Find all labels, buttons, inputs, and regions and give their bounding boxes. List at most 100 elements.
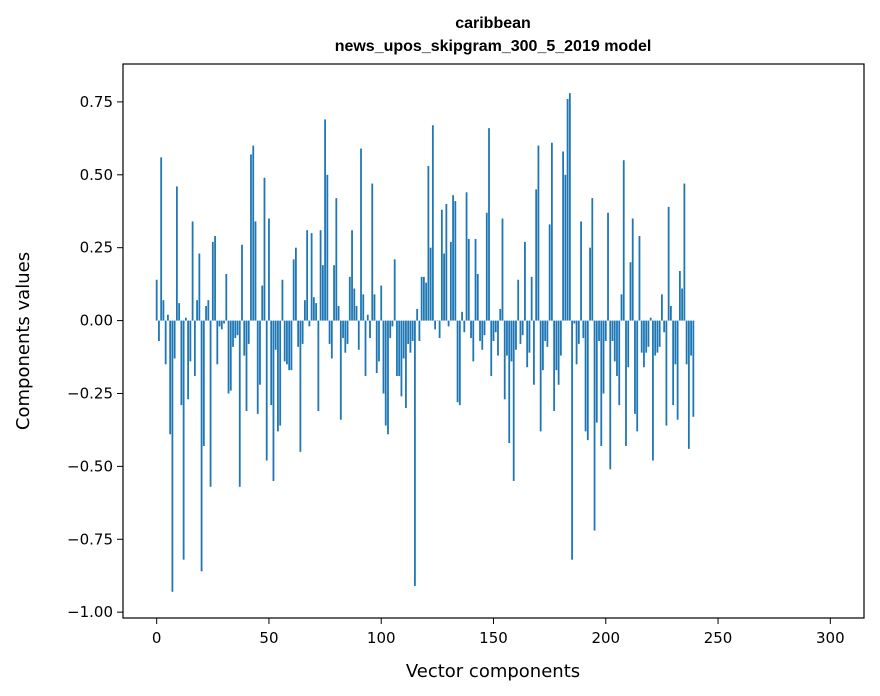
bar-component-228 — [667, 206, 670, 321]
bar-component-135 — [458, 320, 461, 406]
bar-component-83 — [342, 320, 344, 339]
bar-component-152 — [497, 320, 499, 356]
bar-component-2 — [160, 157, 163, 321]
bar-component-26 — [214, 236, 216, 321]
bar-component-174 — [546, 320, 549, 347]
bar-component-88 — [353, 288, 356, 321]
bar-component-212 — [631, 218, 634, 321]
bar-component-39 — [243, 320, 246, 356]
bar-component-71 — [315, 303, 318, 321]
bar-component-129 — [445, 203, 448, 321]
bar-component-167 — [530, 276, 533, 321]
bar-component-193 — [589, 247, 591, 321]
bar-component-90 — [357, 320, 360, 350]
bar-component-27 — [216, 320, 219, 365]
bar-component-218 — [645, 320, 648, 353]
bar-component-142 — [474, 238, 477, 321]
bar-component-121 — [427, 166, 430, 321]
bar-component-55 — [279, 320, 282, 426]
bar-component-106 — [393, 259, 396, 321]
bar-component-197 — [598, 320, 600, 341]
bar-component-146 — [483, 320, 486, 336]
bar-component-170 — [537, 145, 540, 321]
bar-component-163 — [521, 320, 524, 336]
bar-component-117 — [418, 320, 421, 341]
x-tick-label: 250 — [704, 629, 733, 647]
bar-component-9 — [175, 186, 178, 321]
bar-component-144 — [479, 320, 481, 341]
bar-component-235 — [683, 183, 686, 321]
bar-component-225 — [661, 294, 663, 321]
y-tick-label: −0.75 — [67, 530, 113, 548]
y-axis-label: Components values — [13, 252, 34, 430]
bar-component-73 — [319, 230, 322, 321]
bar-component-16 — [191, 221, 194, 321]
bar-component-95 — [369, 320, 371, 339]
bars-group — [155, 93, 695, 592]
bar-component-108 — [398, 320, 401, 376]
bar-component-158 — [510, 320, 513, 362]
bar-component-32 — [227, 320, 230, 394]
bar-component-113 — [409, 320, 412, 353]
bar-component-54 — [277, 320, 279, 432]
bar-component-201 — [607, 212, 609, 321]
bar-component-216 — [640, 320, 643, 353]
bar-component-56 — [281, 279, 284, 321]
bar-component-210 — [627, 320, 630, 368]
bar-component-195 — [593, 320, 596, 531]
bar-component-147 — [485, 212, 488, 321]
bar-component-80 — [335, 198, 338, 321]
bar-component-175 — [548, 224, 551, 321]
x-tick-label: 150 — [479, 629, 508, 647]
bar-component-179 — [557, 320, 560, 385]
bar-component-153 — [499, 308, 502, 321]
bar-component-237 — [687, 320, 690, 449]
bar-component-78 — [330, 320, 333, 359]
bar-component-122 — [429, 247, 432, 321]
bar-component-226 — [663, 320, 666, 333]
bar-component-64 — [299, 320, 302, 452]
bar-component-10 — [178, 303, 181, 321]
bar-component-192 — [586, 320, 589, 441]
bar-component-47 — [261, 285, 264, 321]
y-tick-label: 0.75 — [80, 93, 113, 111]
bar-component-164 — [524, 241, 526, 321]
bar-component-74 — [321, 265, 324, 321]
bar-component-86 — [348, 276, 351, 321]
bar-component-29 — [220, 320, 223, 330]
bar-component-68 — [308, 320, 311, 327]
bar-component-31 — [225, 273, 228, 321]
bar-component-145 — [481, 320, 484, 350]
bar-component-45 — [256, 320, 259, 414]
bar-component-157 — [508, 320, 511, 444]
bar-component-107 — [396, 320, 398, 376]
bar-component-65 — [301, 320, 304, 344]
bar-component-40 — [245, 320, 248, 411]
bar-component-141 — [472, 320, 475, 362]
bar-component-20 — [200, 320, 203, 572]
bar-component-14 — [187, 320, 190, 400]
bar-component-66 — [303, 300, 306, 321]
bar-component-35 — [234, 320, 237, 339]
bar-component-151 — [494, 320, 497, 333]
bar-component-110 — [402, 320, 405, 359]
bar-component-134 — [456, 320, 459, 403]
y-tick-label: −0.25 — [67, 384, 113, 402]
bar-component-176 — [550, 142, 553, 321]
bar-component-62 — [295, 247, 297, 321]
bar-component-96 — [371, 183, 374, 321]
bar-component-33 — [229, 320, 232, 391]
bar-component-81 — [337, 306, 340, 321]
x-tick-label: 0 — [152, 629, 162, 647]
bar-component-207 — [620, 294, 623, 321]
bar-component-50 — [268, 218, 270, 321]
bar-component-109 — [400, 320, 403, 397]
bar-component-111 — [405, 320, 407, 409]
bar-component-34 — [232, 320, 234, 347]
bar-component-118 — [420, 276, 423, 321]
bar-component-126 — [438, 320, 441, 339]
x-axis: 0 50 100 150 200 250 300 — [152, 618, 845, 647]
bar-component-231 — [674, 320, 677, 365]
bar-component-154 — [501, 218, 504, 321]
bar-component-60 — [290, 320, 293, 371]
